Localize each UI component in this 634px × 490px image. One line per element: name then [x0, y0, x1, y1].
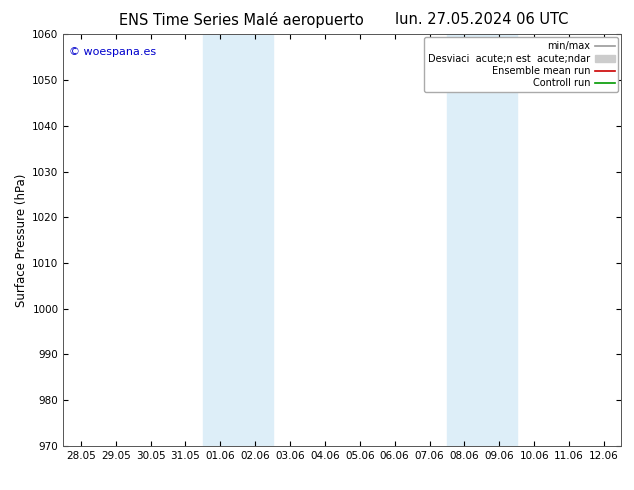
Bar	[203, 34, 273, 446]
Legend: min/max, Desviaci  acute;n est  acute;ndar, Ensemble mean run, Controll run: min/max, Desviaci acute;n est acute;ndar…	[424, 37, 618, 92]
Bar	[447, 34, 517, 446]
Text: ENS Time Series Malé aeropuerto: ENS Time Series Malé aeropuerto	[119, 12, 363, 28]
Text: lun. 27.05.2024 06 UTC: lun. 27.05.2024 06 UTC	[395, 12, 569, 27]
Text: © woespana.es: © woespana.es	[69, 47, 156, 57]
Y-axis label: Surface Pressure (hPa): Surface Pressure (hPa)	[15, 173, 28, 307]
